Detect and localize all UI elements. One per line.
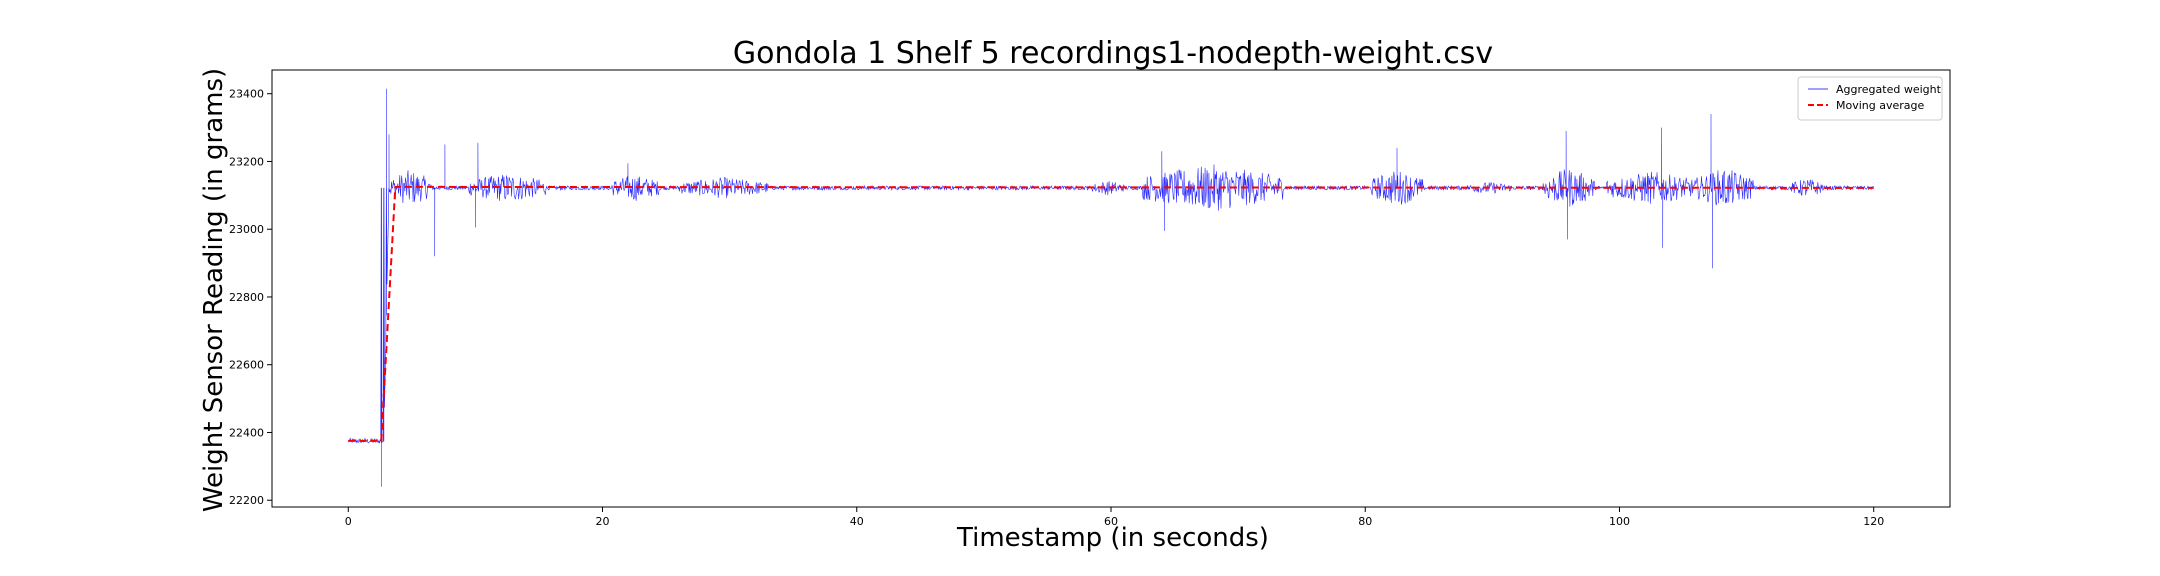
y-tick-label: 22400 [229, 426, 264, 439]
x-tick-label: 80 [1358, 515, 1372, 528]
x-tick-label: 60 [1104, 515, 1118, 528]
plot-frame [271, 69, 1951, 508]
legend-box [1797, 76, 1943, 121]
x-axis: 0 20 40 60 80 100 120 [345, 507, 1884, 528]
series-layer [348, 88, 1874, 487]
legend: Aggregated weight Moving average [1797, 76, 1943, 121]
legend-entry-moving-average: Moving average [1836, 99, 1925, 112]
x-tick-label: 100 [1609, 515, 1630, 528]
y-tick-label: 22200 [229, 494, 264, 507]
x-tick-label: 0 [345, 515, 352, 528]
y-axis: 22200 22400 22600 22800 23000 23200 23400 [229, 88, 272, 507]
y-axis-label: Weight Sensor Reading (in grams) [199, 68, 229, 512]
series-moving-average-line [348, 185, 1874, 442]
y-tick-label: 23000 [229, 223, 264, 236]
x-tick-label: 40 [850, 515, 864, 528]
y-tick-label: 22800 [229, 291, 264, 304]
chart-title: Gondola 1 Shelf 5 recordings1-nodepth-we… [733, 36, 1493, 71]
x-axis-label: Timestamp (in seconds) [956, 523, 1269, 553]
y-tick-label: 23400 [229, 88, 264, 101]
legend-entry-aggregated-weight: Aggregated weight [1836, 83, 1942, 96]
x-tick-label: 20 [596, 515, 610, 528]
x-tick-label: 120 [1863, 515, 1884, 528]
y-tick-label: 23200 [229, 155, 264, 168]
plot-area: 0 20 40 60 80 100 120 22200 22400 22600 22800 2300… [229, 69, 1951, 528]
y-tick-label: 22600 [229, 359, 264, 372]
series-aggregated-weight-line [348, 88, 1874, 487]
